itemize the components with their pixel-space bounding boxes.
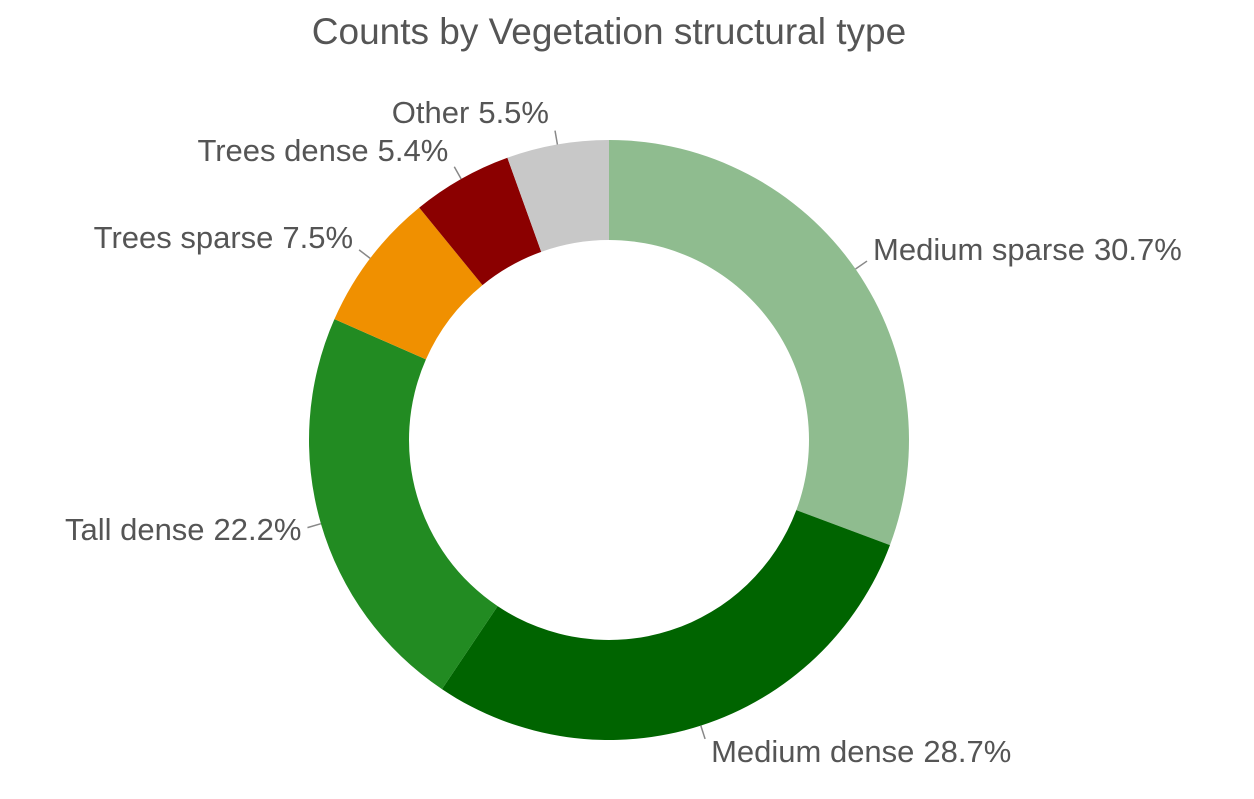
leader-line [700, 725, 706, 740]
donut-slice [308, 319, 498, 690]
leader-line [358, 249, 371, 259]
slice-category: Medium dense [711, 734, 914, 769]
donut-slice [441, 510, 890, 741]
slice-category: Other [392, 95, 470, 130]
slice-category: Tall dense [65, 512, 205, 547]
leader-line [855, 260, 868, 270]
slice-value: 5.4% [378, 133, 449, 168]
donut-slice [507, 140, 609, 252]
slice-value: 28.7% [923, 734, 1011, 769]
slice-label: Other 5.5% [392, 95, 549, 130]
slice-label: Medium dense 28.7% [711, 734, 1011, 769]
slice-label: Medium sparse 30.7% [873, 232, 1182, 267]
leader-line [307, 522, 322, 529]
donut-slice [609, 140, 909, 546]
slice-value: 7.5% [282, 220, 353, 255]
leader-line [453, 166, 462, 180]
leader-line [554, 130, 559, 145]
slice-label: Tall dense 22.2% [65, 512, 302, 547]
slice-label: Trees sparse 7.5% [94, 220, 353, 255]
slice-value: 22.2% [214, 512, 302, 547]
donut-slice [419, 157, 542, 286]
slice-value: 30.7% [1094, 232, 1182, 267]
slice-category: Trees dense [197, 133, 368, 168]
slice-label: Trees dense 5.4% [197, 133, 448, 168]
slice-category: Medium sparse [873, 232, 1085, 267]
donut-slice [334, 207, 483, 360]
slice-value: 5.5% [478, 95, 549, 130]
chart-title: Counts by Vegetation structural type [312, 11, 906, 52]
slice-category: Trees sparse [94, 220, 274, 255]
